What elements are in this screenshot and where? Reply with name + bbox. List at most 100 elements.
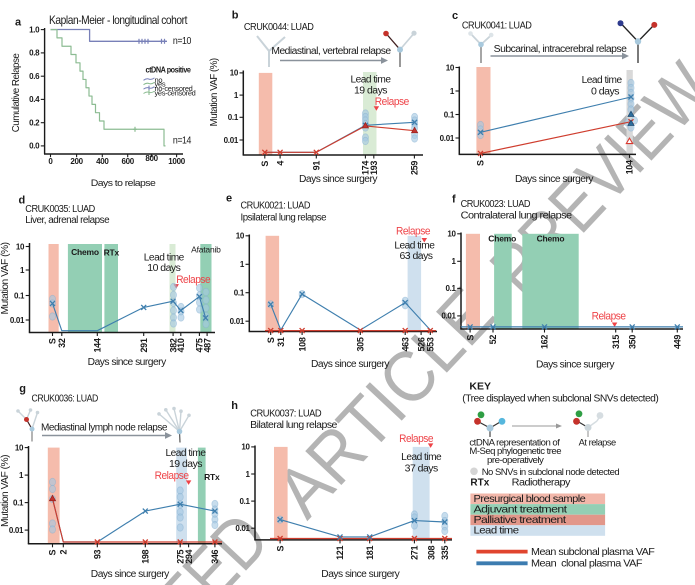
svg-text:0.01: 0.01 bbox=[230, 317, 245, 326]
svg-text:400: 400 bbox=[96, 157, 109, 166]
svg-text:0.2: 0.2 bbox=[29, 119, 40, 128]
svg-text:n=14: n=14 bbox=[173, 136, 192, 147]
svg-text:yes: yes bbox=[155, 80, 166, 89]
svg-text:Adjuvant treatment: Adjuvant treatment bbox=[474, 503, 568, 515]
svg-text:no-censored: no-censored bbox=[155, 84, 193, 93]
svg-text:1: 1 bbox=[246, 470, 251, 479]
svg-text:Relapse: Relapse bbox=[399, 433, 433, 445]
svg-text:181: 181 bbox=[365, 546, 375, 560]
svg-text:Contralateral lung relapse: Contralateral lung relapse bbox=[461, 211, 573, 222]
svg-text:0.01: 0.01 bbox=[224, 136, 239, 145]
svg-text:1: 1 bbox=[452, 257, 457, 266]
svg-text:Mutation VAF (%): Mutation VAF (%) bbox=[209, 58, 220, 126]
svg-text:449: 449 bbox=[673, 335, 683, 349]
svg-text:1: 1 bbox=[20, 266, 25, 275]
svg-text:ctDNA representation of: ctDNA representation of bbox=[469, 438, 560, 448]
svg-text:Subcarinal, intracerebral rela: Subcarinal, intracerebral relapse bbox=[494, 44, 628, 55]
svg-text:Palliative treatment: Palliative treatment bbox=[474, 514, 567, 526]
svg-text:463: 463 bbox=[400, 337, 410, 351]
svg-text:1000: 1000 bbox=[168, 157, 185, 166]
svg-text:Days since surgery: Days since surgery bbox=[311, 359, 390, 370]
svg-text:410: 410 bbox=[176, 338, 186, 352]
svg-text:RTx: RTx bbox=[104, 247, 120, 257]
svg-text:Presurgical blood sample: Presurgical blood sample bbox=[474, 493, 586, 505]
svg-text:10: 10 bbox=[236, 232, 245, 241]
svg-text:1: 1 bbox=[450, 87, 455, 96]
svg-text:0.01: 0.01 bbox=[9, 526, 24, 535]
svg-text:0.1: 0.1 bbox=[234, 289, 245, 298]
svg-text:Mean subclonal plasma VAF: Mean subclonal plasma VAF bbox=[531, 546, 654, 558]
svg-text:CRUK0023: LUAD: CRUK0023: LUAD bbox=[461, 199, 531, 210]
svg-text:0.1: 0.1 bbox=[444, 110, 455, 119]
svg-text:10: 10 bbox=[447, 230, 456, 239]
svg-text:At relapse: At relapse bbox=[579, 438, 616, 448]
svg-text:Relapse: Relapse bbox=[396, 226, 430, 238]
svg-text:Relapse: Relapse bbox=[375, 96, 409, 108]
svg-text:10: 10 bbox=[241, 443, 250, 452]
svg-text:0.8: 0.8 bbox=[29, 49, 40, 58]
svg-text:0.1: 0.1 bbox=[445, 284, 456, 293]
svg-text:259: 259 bbox=[410, 161, 420, 175]
svg-text:Mutation VAF (%): Mutation VAF (%) bbox=[0, 455, 11, 527]
svg-text:(Tree displayed when subclonal: (Tree displayed when subclonal SNVs dete… bbox=[462, 394, 658, 405]
svg-text:1: 1 bbox=[240, 260, 245, 269]
svg-text:Relapse: Relapse bbox=[176, 274, 210, 286]
svg-text:Lead time: Lead time bbox=[582, 75, 623, 86]
svg-text:37 days: 37 days bbox=[405, 463, 439, 474]
svg-text:Lead time: Lead time bbox=[144, 253, 185, 264]
svg-text:63 days: 63 days bbox=[400, 251, 434, 262]
svg-text:yes-censored: yes-censored bbox=[155, 89, 196, 98]
svg-text:0.01: 0.01 bbox=[10, 316, 25, 325]
svg-text:CRUK0037: LUAD: CRUK0037: LUAD bbox=[250, 409, 321, 420]
svg-text:162: 162 bbox=[540, 335, 550, 349]
svg-text:S: S bbox=[266, 337, 276, 343]
svg-text:CRUK0035: LUAD: CRUK0035: LUAD bbox=[25, 204, 95, 215]
svg-text:Relapse: Relapse bbox=[592, 311, 626, 323]
svg-text:193: 193 bbox=[369, 161, 379, 175]
svg-text:Lead time: Lead time bbox=[474, 525, 520, 537]
svg-text:Mean clonal plasma VAF: Mean clonal plasma VAF bbox=[531, 558, 642, 570]
svg-text:Afatanib: Afatanib bbox=[191, 244, 221, 254]
svg-text:Days since surgery: Days since surgery bbox=[299, 174, 378, 185]
svg-text:Lead time: Lead time bbox=[351, 75, 392, 86]
svg-text:350: 350 bbox=[627, 335, 637, 349]
svg-text:Radiotherapy: Radiotherapy bbox=[512, 478, 571, 489]
svg-text:Days since surgery: Days since surgery bbox=[515, 174, 594, 185]
svg-text:RTx: RTx bbox=[470, 478, 489, 489]
svg-text:0.1: 0.1 bbox=[228, 113, 239, 122]
svg-text:198: 198 bbox=[141, 549, 151, 563]
svg-text:S: S bbox=[465, 335, 475, 341]
svg-text:Chemo: Chemo bbox=[537, 233, 565, 243]
svg-text:335: 335 bbox=[440, 546, 450, 560]
svg-text:108: 108 bbox=[297, 337, 307, 351]
svg-text:346: 346 bbox=[210, 549, 220, 563]
svg-text:Days since surgery: Days since surgery bbox=[91, 569, 170, 580]
svg-text:93: 93 bbox=[93, 549, 103, 559]
svg-text:10: 10 bbox=[446, 63, 455, 72]
svg-text:0.1: 0.1 bbox=[14, 291, 25, 300]
svg-text:Bilateral lung relapse: Bilateral lung relapse bbox=[250, 420, 338, 431]
svg-text:Days since surgery: Days since surgery bbox=[536, 360, 615, 371]
svg-text:pre-operatively: pre-operatively bbox=[487, 455, 544, 465]
svg-text:10: 10 bbox=[15, 443, 24, 452]
svg-text:S: S bbox=[48, 549, 58, 555]
svg-text:526: 526 bbox=[416, 337, 426, 351]
svg-text:Mediastinal, vertebral relapse: Mediastinal, vertebral relapse bbox=[271, 46, 391, 57]
svg-text:10 days: 10 days bbox=[147, 263, 181, 274]
svg-text:No SNVs in subclonal node dete: No SNVs in subclonal node detected bbox=[482, 467, 620, 478]
svg-text:d: d bbox=[19, 195, 26, 207]
svg-text:0.01: 0.01 bbox=[235, 524, 250, 533]
svg-text:0.01: 0.01 bbox=[441, 312, 456, 321]
svg-text:Relapse: Relapse bbox=[155, 470, 189, 482]
svg-text:271: 271 bbox=[410, 546, 420, 560]
svg-text:CRUK0044: LUAD: CRUK0044: LUAD bbox=[244, 22, 314, 33]
svg-text:CRUK0021: LUAD: CRUK0021: LUAD bbox=[241, 201, 311, 212]
svg-text:Days since surgery: Days since surgery bbox=[321, 569, 400, 580]
svg-text:c: c bbox=[452, 10, 458, 22]
svg-text:487: 487 bbox=[202, 338, 212, 352]
svg-text:104: 104 bbox=[625, 160, 635, 174]
svg-text:0.4: 0.4 bbox=[29, 95, 40, 104]
svg-text:g: g bbox=[19, 383, 26, 395]
svg-text:RTx: RTx bbox=[204, 472, 220, 482]
svg-text:19 days: 19 days bbox=[169, 459, 203, 470]
